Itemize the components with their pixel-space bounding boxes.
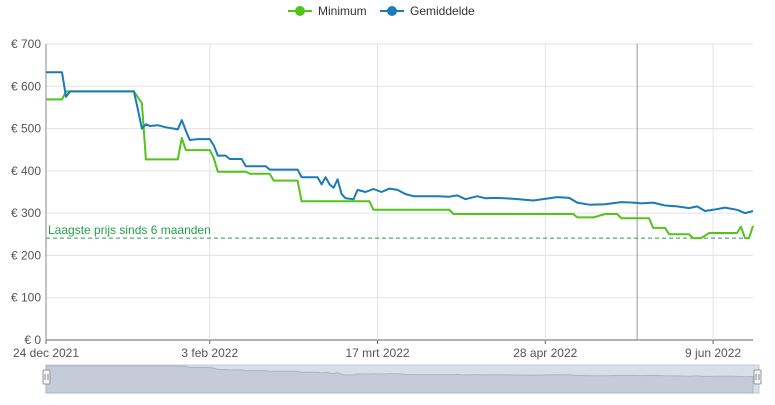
legend[interactable]: Minimum Gemiddelde: [288, 4, 475, 18]
y-tick-label: € 100: [11, 291, 41, 305]
navigator-handle-right[interactable]: [753, 369, 762, 385]
reference-line: Laagste prijs sinds 6 maanden: [46, 223, 753, 239]
legend-label: Minimum: [318, 4, 367, 18]
y-tick-label: € 600: [11, 79, 41, 93]
y-tick-label: € 0: [24, 333, 41, 347]
navigator-handle-left[interactable]: [42, 369, 51, 385]
x-tick-label: 3 feb 2022: [181, 346, 238, 360]
series-line-minimum: [46, 90, 754, 240]
y-tick-label: € 300: [11, 206, 41, 220]
x-tick-label: 24 dec 2021: [13, 346, 79, 360]
legend-label: Gemiddelde: [410, 4, 475, 18]
x-tick-label: 9 jun 2022: [685, 346, 741, 360]
axes: € 0 € 100 € 200 € 300 € 400 € 500 € 600 € 700 24…: [11, 37, 741, 360]
handle-grip: [42, 369, 51, 385]
reference-line-label: Laagste prijs sinds 6 maanden: [48, 223, 211, 237]
handle-grip: [753, 369, 762, 385]
series-layer: [46, 71, 754, 240]
series-line-gemiddelde: [46, 71, 754, 215]
legend-swatch-dot: [295, 6, 305, 16]
y-tick-label: € 500: [11, 122, 41, 136]
y-tick-label: € 200: [11, 248, 41, 262]
x-tick-label: 17 mrt 2022: [346, 346, 410, 360]
navigator-area: [45, 365, 754, 394]
range-navigator[interactable]: [42, 364, 762, 394]
legend-swatch-dot: [387, 6, 397, 16]
y-tick-label: € 400: [11, 164, 41, 178]
y-tick-label: € 700: [11, 37, 41, 51]
legend-item-gemiddelde[interactable]: Gemiddelde: [380, 4, 475, 18]
x-tick-label: 28 apr 2022: [513, 346, 577, 360]
legend-item-minimum[interactable]: Minimum: [288, 4, 367, 18]
